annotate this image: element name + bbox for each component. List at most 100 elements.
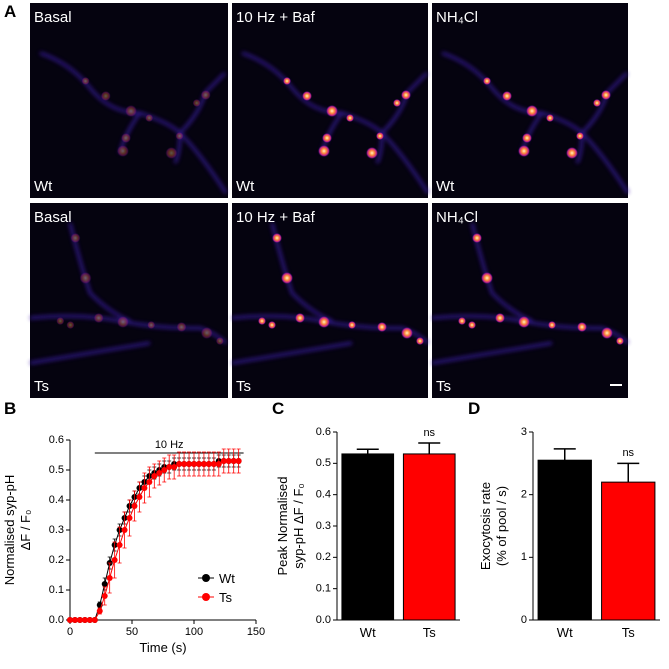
data-point: [96, 608, 103, 614]
bouton: [346, 114, 354, 122]
bouton: [566, 147, 578, 159]
data-point: [205, 461, 212, 467]
y-tick-label: 1: [521, 551, 527, 563]
legend-marker: [202, 593, 210, 601]
data-point: [215, 461, 222, 467]
data-point: [126, 515, 133, 521]
x-axis-label: Time (s): [139, 640, 186, 655]
bouton: [66, 321, 75, 329]
image-background: [30, 203, 228, 398]
chart: 0.0 0.1 0.2 0.3 0.4 0.5 0.6 Normalised syp-pH ΔF…: [2, 434, 265, 655]
image-genotype: Wt: [34, 178, 53, 195]
bouton: [322, 133, 332, 143]
x-tick-label: 150: [247, 626, 265, 638]
bouton: [258, 317, 266, 325]
bouton: [472, 233, 482, 243]
bouton: [318, 145, 330, 157]
y-tick-label: 2: [521, 489, 527, 501]
data-point: [101, 593, 108, 599]
bouton: [522, 133, 532, 143]
bar: [601, 481, 656, 621]
bouton: [366, 147, 378, 159]
bouton: [616, 337, 624, 345]
x-tick-label: 0: [67, 626, 73, 638]
bouton: [518, 145, 530, 157]
y-axis-label: Normalised syp-pH: [2, 475, 17, 586]
bouton: [200, 327, 213, 339]
bouton: [577, 322, 587, 332]
bouton: [601, 90, 611, 100]
data-point: [195, 461, 202, 467]
x-tick-label: Wt: [557, 625, 573, 640]
neurite: [39, 51, 228, 194]
bouton: [145, 114, 154, 122]
data-point: [81, 617, 88, 623]
bar: [402, 453, 456, 621]
data-point: [181, 461, 188, 467]
bouton: [548, 321, 556, 329]
chart: 0.0 0.1 0.2 0.3 0.4 0.5 0.6 Peak Normalised syp-…: [275, 426, 460, 640]
bouton: [120, 133, 131, 143]
bouton: [116, 316, 129, 328]
image-condition: NH₄Cl: [436, 209, 478, 226]
data-point: [230, 458, 237, 464]
bouton: [70, 233, 81, 243]
bouton: [416, 337, 424, 345]
y-tick-label: 0.4: [49, 494, 64, 506]
micrograph: Basal Ts: [29, 203, 228, 398]
charts: 0.0 0.1 0.2 0.3 0.4 0.5 0.6 Normalised syp-pH ΔF…: [2, 426, 660, 655]
bouton: [176, 322, 187, 332]
neurite: [441, 51, 630, 194]
image-background: [232, 203, 428, 398]
y-tick-label: 0.1: [49, 584, 64, 596]
image-condition: Basal: [34, 9, 72, 26]
y-tick-label: 0.1: [316, 583, 331, 595]
error-bar: [356, 448, 379, 454]
bouton: [458, 317, 466, 325]
bouton: [376, 132, 384, 140]
x-tick-label: Ts: [423, 625, 437, 640]
bouton: [393, 99, 401, 107]
bouton: [165, 147, 178, 159]
bouton: [348, 321, 356, 329]
image-genotype: Ts: [236, 378, 251, 395]
image-condition: 10 Hz + Baf: [236, 209, 316, 226]
data-point: [220, 458, 227, 464]
y-axis-label: ΔF / F₀: [18, 510, 33, 551]
bouton: [502, 91, 512, 101]
bouton: [100, 91, 111, 101]
y-tick-label: 0.6: [49, 434, 64, 446]
legend-marker: [202, 574, 210, 582]
x-tick-label: Wt: [360, 625, 376, 640]
error-bar: [617, 462, 640, 483]
bouton: [526, 105, 538, 117]
data-point: [210, 461, 217, 467]
bouton: [483, 77, 491, 85]
data-point: [121, 527, 128, 533]
data-point: [146, 479, 153, 485]
y-tick-label: 0.4: [316, 489, 331, 501]
bouton: [268, 321, 276, 329]
micrograph: NH₄Cl Wt: [432, 3, 630, 198]
image-genotype: Wt: [436, 178, 455, 195]
y-tick-label: 0.3: [316, 520, 331, 532]
bouton: [546, 114, 554, 122]
bouton: [116, 145, 129, 157]
micrograph: Basal Wt: [30, 3, 228, 198]
data-point: [67, 617, 73, 623]
y-tick-label: 0.3: [49, 524, 64, 536]
x-tick-label: 50: [126, 626, 138, 638]
image-genotype: Wt: [236, 178, 255, 195]
bouton: [81, 77, 90, 85]
stimulus-label: 10 Hz: [155, 439, 184, 451]
bouton: [175, 132, 184, 140]
image-background: [432, 203, 628, 398]
data-point: [116, 542, 123, 548]
y-tick-label: 0.6: [316, 426, 331, 438]
y-tick-label: 0: [521, 614, 527, 626]
micrograph: 10 Hz + Baf Wt: [232, 3, 430, 198]
bouton: [481, 272, 493, 284]
data-point: [235, 458, 242, 464]
bouton: [281, 272, 293, 284]
